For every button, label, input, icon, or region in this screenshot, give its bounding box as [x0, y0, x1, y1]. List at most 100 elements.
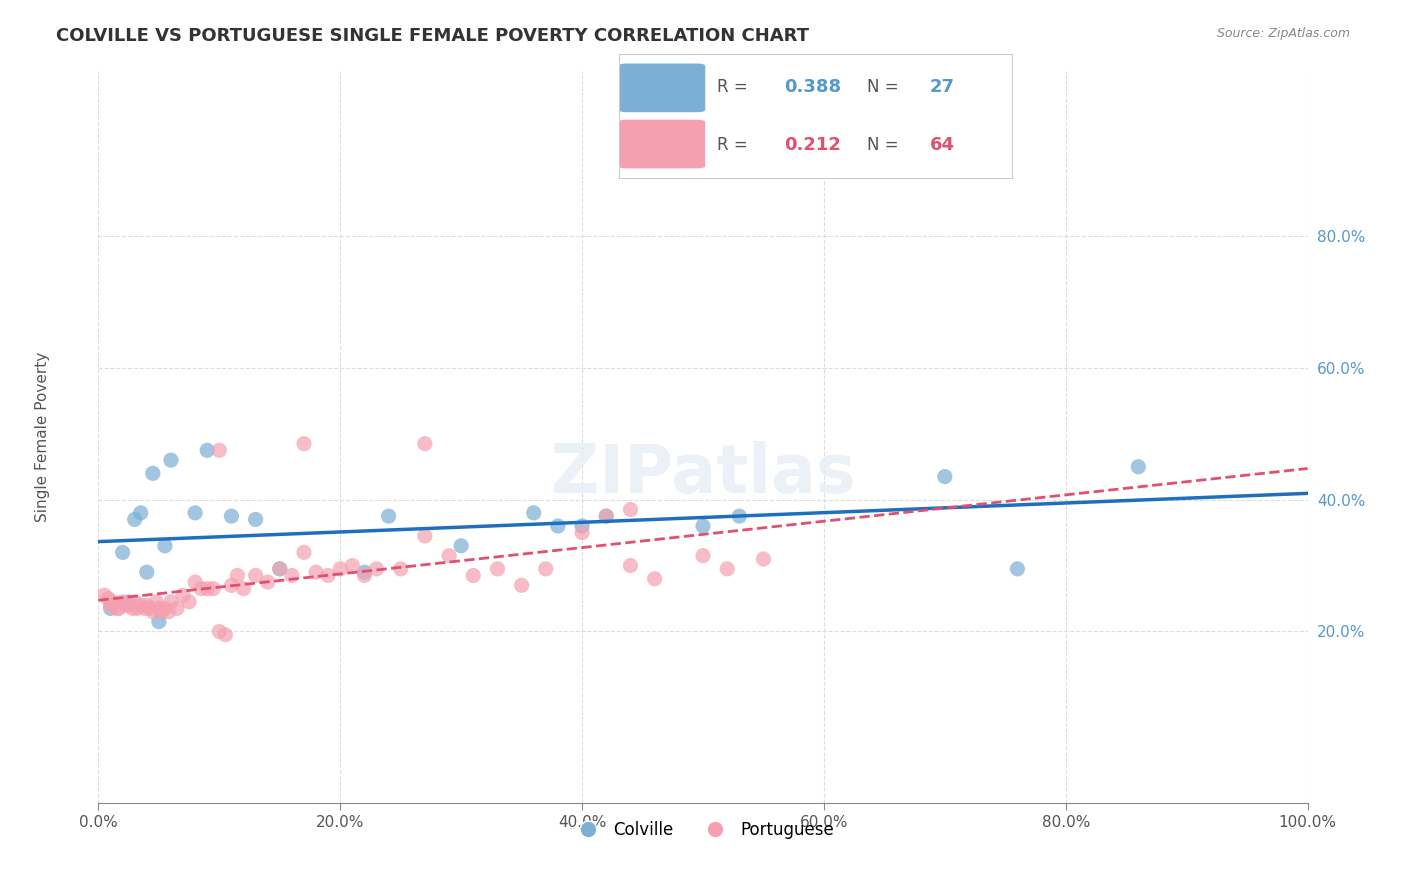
Portuguese: [195, 582, 218, 596]
Portuguese: [135, 598, 157, 612]
Portuguese: [157, 605, 180, 619]
Portuguese: [100, 598, 122, 612]
Portuguese: [97, 591, 120, 606]
Portuguese: [534, 562, 557, 576]
Colville: [135, 565, 157, 579]
Colville: [692, 519, 714, 533]
FancyBboxPatch shape: [619, 63, 706, 112]
Colville: [728, 509, 751, 524]
Portuguese: [124, 595, 146, 609]
Portuguese: [437, 549, 460, 563]
Portuguese: [281, 568, 304, 582]
Portuguese: [752, 552, 775, 566]
Portuguese: [389, 562, 412, 576]
Portuguese: [108, 601, 131, 615]
Colville: [195, 443, 218, 458]
Portuguese: [221, 578, 243, 592]
Portuguese: [93, 588, 115, 602]
Portuguese: [486, 562, 509, 576]
Text: COLVILLE VS PORTUGUESE SINGLE FEMALE POVERTY CORRELATION CHART: COLVILLE VS PORTUGUESE SINGLE FEMALE POV…: [56, 27, 810, 45]
Text: N =: N =: [866, 136, 904, 153]
Portuguese: [153, 601, 176, 615]
Text: Source: ZipAtlas.com: Source: ZipAtlas.com: [1216, 27, 1350, 40]
Portuguese: [114, 598, 136, 612]
Portuguese: [105, 601, 128, 615]
Portuguese: [256, 575, 278, 590]
Legend: Colville, Portuguese: Colville, Portuguese: [565, 814, 841, 846]
Portuguese: [127, 601, 149, 615]
Portuguese: [413, 529, 436, 543]
Portuguese: [118, 598, 141, 612]
Portuguese: [619, 558, 641, 573]
Portuguese: [134, 601, 156, 615]
Portuguese: [142, 605, 165, 619]
Colville: [124, 512, 146, 526]
Portuguese: [111, 595, 134, 609]
Colville: [377, 509, 399, 524]
Colville: [148, 615, 170, 629]
Colville: [221, 509, 243, 524]
Text: ZIPatlas: ZIPatlas: [551, 441, 855, 507]
Colville: [934, 469, 956, 483]
Portuguese: [160, 595, 183, 609]
Colville: [100, 601, 122, 615]
Portuguese: [595, 509, 617, 524]
Portuguese: [269, 562, 291, 576]
Text: R =: R =: [717, 78, 754, 96]
Portuguese: [190, 582, 212, 596]
Portuguese: [342, 558, 364, 573]
Portuguese: [202, 582, 225, 596]
Portuguese: [121, 601, 143, 615]
Portuguese: [138, 601, 160, 615]
Portuguese: [305, 565, 328, 579]
Colville: [547, 519, 569, 533]
Colville: [111, 545, 134, 559]
Colville: [353, 565, 375, 579]
Portuguese: [214, 628, 236, 642]
Portuguese: [101, 595, 124, 609]
Colville: [595, 509, 617, 524]
Portuguese: [463, 568, 485, 582]
Colville: [160, 453, 183, 467]
Portuguese: [129, 598, 152, 612]
Portuguese: [510, 578, 533, 592]
Portuguese: [208, 443, 231, 458]
Colville: [450, 539, 472, 553]
Colville: [571, 519, 593, 533]
Portuguese: [329, 562, 352, 576]
FancyBboxPatch shape: [619, 120, 706, 169]
Text: 0.388: 0.388: [785, 78, 841, 96]
Colville: [142, 467, 165, 481]
Colville: [184, 506, 207, 520]
Text: R =: R =: [717, 136, 754, 153]
Portuguese: [226, 568, 249, 582]
Portuguese: [292, 545, 315, 559]
Colville: [1007, 562, 1029, 576]
Portuguese: [184, 575, 207, 590]
Text: 27: 27: [929, 78, 955, 96]
Portuguese: [316, 568, 339, 582]
Text: 0.212: 0.212: [785, 136, 841, 153]
Portuguese: [413, 436, 436, 450]
Portuguese: [166, 601, 188, 615]
Colville: [245, 512, 267, 526]
Portuguese: [353, 568, 375, 582]
Portuguese: [692, 549, 714, 563]
Portuguese: [232, 582, 254, 596]
Portuguese: [292, 436, 315, 450]
Portuguese: [619, 502, 641, 516]
Colville: [153, 539, 176, 553]
Portuguese: [644, 572, 666, 586]
Colville: [523, 506, 546, 520]
Portuguese: [571, 525, 593, 540]
Colville: [1128, 459, 1150, 474]
Portuguese: [179, 595, 201, 609]
Portuguese: [366, 562, 388, 576]
Text: N =: N =: [866, 78, 904, 96]
Portuguese: [148, 601, 170, 615]
Portuguese: [716, 562, 738, 576]
Portuguese: [145, 595, 167, 609]
Colville: [118, 595, 141, 609]
Portuguese: [245, 568, 267, 582]
Portuguese: [208, 624, 231, 639]
